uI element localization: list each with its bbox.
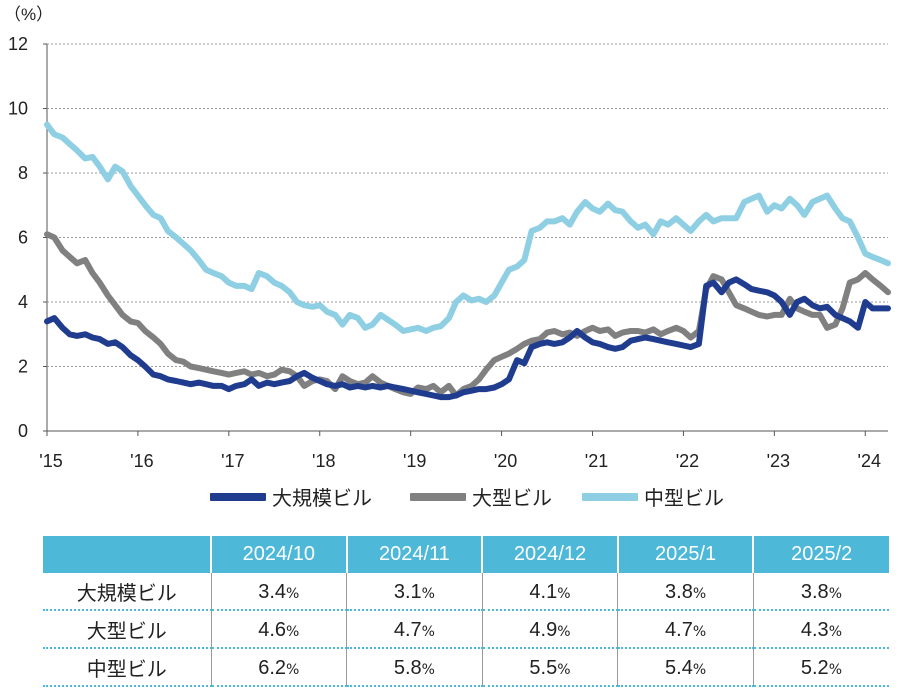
y-tick-label: 10	[8, 99, 28, 119]
row-label: 中型ビル	[43, 648, 212, 687]
table-header-cell: 2024/11	[346, 536, 484, 573]
x-tick-label: '18	[312, 451, 335, 471]
y-tick-label: 4	[18, 292, 28, 312]
vacancy-rate-table: 2024/10 2024/11 2024/12 2025/1 2025/2 大規…	[43, 536, 889, 687]
vacancy-rate-line-chart: （%） 0 2 4 6 8 10 12 '15 '16 '17 '18 '19 '20 '21 '22 '2…	[4, 5, 891, 471]
y-tick-label: 0	[18, 421, 28, 441]
table-cell: 4.6%	[211, 610, 348, 649]
chart-legend: 大規模ビル 大型ビル 中型ビル	[0, 482, 900, 512]
y-tick-label: 8	[18, 163, 28, 183]
table-header-row: 2024/10 2024/11 2024/12 2025/1 2025/2	[43, 536, 889, 573]
y-axis-unit-label: （%）	[4, 5, 53, 24]
table-cell: 3.1%	[346, 573, 483, 611]
table-cell: 3.8%	[617, 573, 754, 611]
table-row: 中型ビル 6.2% 5.8% 5.5% 5.4% 5.2%	[43, 648, 889, 687]
y-axis-ticks: 0 2 4 6 8 10 12	[8, 34, 28, 441]
series-line-large-scale	[44, 276, 891, 401]
y-tick-label: 2	[18, 357, 28, 377]
x-tick-label: '15	[39, 451, 62, 471]
gridlines	[43, 43, 888, 432]
x-tick-label: '16	[130, 451, 153, 471]
x-axis-ticks: '15 '16 '17 '18 '19 '20 '21 '22 '23 '24	[39, 431, 881, 471]
legend-swatch-large	[410, 492, 466, 501]
table-cell: 3.4%	[211, 573, 348, 611]
table-cell: 4.7%	[346, 610, 483, 649]
table-header-cell: 2024/10	[211, 536, 348, 573]
x-tick-label: '20	[494, 451, 517, 471]
row-label: 大型ビル	[43, 610, 212, 649]
x-tick-label: '22	[676, 451, 699, 471]
table-header-cell	[43, 536, 212, 573]
table-row: 大型ビル 4.6% 4.7% 4.9% 4.7% 4.3%	[43, 610, 889, 649]
table-cell: 4.1%	[482, 573, 619, 611]
legend-label-medium: 中型ビル	[644, 486, 724, 510]
table-cell: 6.2%	[211, 648, 348, 687]
legend-item-large: 大型ビル	[410, 482, 552, 511]
table-cell: 4.9%	[482, 610, 619, 649]
row-label: 大規模ビル	[43, 573, 212, 611]
table-header-cell: 2025/1	[617, 536, 755, 573]
table-cell: 5.8%	[346, 648, 483, 687]
table-cell: 3.8%	[753, 573, 889, 611]
legend-swatch-large-scale	[210, 492, 266, 501]
x-tick-label: '24	[858, 451, 881, 471]
x-tick-label: '23	[767, 451, 790, 471]
legend-label-large-scale: 大規模ビル	[272, 486, 372, 510]
table-header-cell: 2024/12	[482, 536, 619, 573]
x-tick-label: '21	[585, 451, 608, 471]
series-line-medium	[44, 121, 891, 334]
legend-swatch-medium	[582, 492, 638, 501]
legend-item-large-scale: 大規模ビル	[210, 482, 372, 511]
table-cell: 5.4%	[617, 648, 754, 687]
table-row: 大規模ビル 3.4% 3.1% 4.1% 3.8% 3.8%	[43, 573, 889, 611]
legend-label-large: 大型ビル	[472, 486, 552, 510]
y-tick-label: 6	[18, 228, 28, 248]
x-tick-label: '19	[403, 451, 426, 471]
table-cell: 5.5%	[482, 648, 619, 687]
x-tick-label: '17	[221, 451, 244, 471]
series-line-large	[44, 231, 891, 399]
legend-item-medium: 中型ビル	[582, 482, 724, 511]
table-header-cell: 2025/2	[753, 536, 889, 573]
y-tick-label: 12	[8, 34, 28, 54]
table-cell: 4.7%	[617, 610, 754, 649]
table-cell: 4.3%	[753, 610, 889, 649]
series-lines	[44, 121, 891, 401]
table-cell: 5.2%	[753, 648, 889, 687]
